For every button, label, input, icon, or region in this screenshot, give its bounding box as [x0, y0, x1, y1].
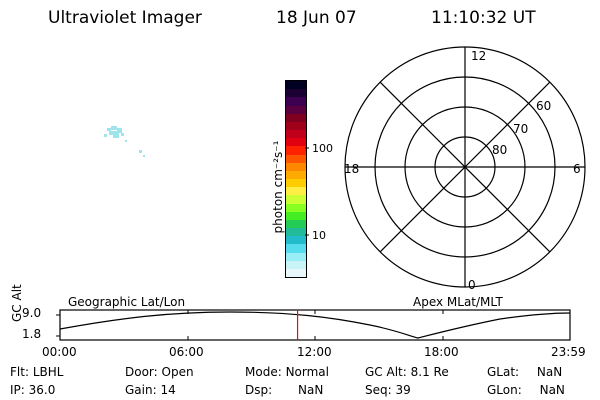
- polar-diagonal-2: [379, 81, 551, 253]
- colorbar-segment: [286, 154, 306, 163]
- colorbar-unit-label: photon cm⁻²s⁻¹: [271, 140, 285, 234]
- ip-label: IP:: [10, 383, 25, 397]
- lat-label-60: 60: [536, 99, 551, 113]
- mode-field: Mode: Normal: [245, 365, 329, 379]
- colorbar-segment: [286, 236, 306, 245]
- gc-alt-label: GC Alt:: [365, 365, 407, 379]
- orbit-timeline: [56, 309, 571, 341]
- colorbar-segment: [286, 81, 306, 90]
- date-label: 18 Jun 07: [276, 8, 357, 28]
- dsp-value: NaN: [297, 383, 324, 397]
- colorbar-segment: [286, 179, 306, 188]
- dsp-label: Dsp:: [245, 383, 273, 397]
- lat-label-80: 80: [492, 143, 507, 157]
- colorbar-segment: [286, 211, 306, 220]
- colorbar-segment: [286, 195, 306, 204]
- x-tick-0600: 06:00: [169, 345, 204, 359]
- uv-image-panel: [104, 126, 145, 157]
- mlt-label-0: 0: [468, 278, 476, 292]
- flt-value: LBHL: [32, 365, 64, 379]
- x-tick-2359: 23:59: [551, 345, 586, 359]
- flt-field: Flt: LBHL: [10, 365, 63, 379]
- time-label: 11:10:32 UT: [431, 8, 536, 28]
- flt-label: Flt:: [10, 365, 29, 379]
- mlt-label-6: 6: [573, 162, 581, 176]
- polar-plot: 12 18 6 0 60 70 80: [344, 46, 586, 292]
- dsp-field: Dsp: NaN: [245, 383, 323, 397]
- x-tick-1200: 12:00: [297, 345, 332, 359]
- seq-label: Seq:: [365, 383, 392, 397]
- colorbar-segment: [286, 244, 306, 253]
- colorbar-segment: [286, 219, 306, 229]
- timeline-left-title: Geographic Lat/Lon: [68, 295, 186, 309]
- emission-patch: [104, 126, 145, 157]
- colorbar-segment: [286, 89, 306, 98]
- colorbar-tick-100: 100: [312, 142, 333, 155]
- ip-value: 36.0: [28, 383, 56, 397]
- colorbar-segment: [286, 260, 306, 269]
- gc-alt-value: 8.1 Re: [410, 365, 449, 379]
- mode-label: Mode:: [245, 365, 282, 379]
- colorbar-segment: [286, 105, 306, 114]
- mlt-label-18: 18: [344, 162, 359, 176]
- colorbar-segment: [286, 203, 306, 212]
- lat-label-70: 70: [513, 122, 528, 136]
- x-tick-0000: 00:00: [42, 345, 77, 359]
- gain-value: 14: [160, 383, 176, 397]
- glat-value: NaN: [536, 365, 563, 379]
- gain-label: Gain:: [125, 383, 157, 397]
- instrument-title: Ultraviolet Imager: [48, 8, 202, 28]
- mlt-label-12: 12: [471, 49, 486, 63]
- glon-label: GLon:: [487, 383, 522, 397]
- altitude-curve: [59, 311, 571, 339]
- colorbar-segment: [286, 121, 306, 131]
- seq-field: Seq: 39: [365, 383, 411, 397]
- colorbar-segment: [286, 268, 306, 278]
- ip-field: IP: 36.0: [10, 383, 55, 397]
- color-scale-bar: [285, 80, 307, 278]
- y-tick-9: 9.0: [22, 306, 42, 320]
- colorbar-segment: [286, 97, 306, 106]
- colorbar-segment: [286, 138, 306, 147]
- x-tick-1800: 18:00: [424, 345, 459, 359]
- timeline-frame: [59, 309, 571, 341]
- colorbar-segment: [286, 113, 306, 122]
- glat-field: GLat: NaN: [487, 365, 562, 379]
- door-value: Open: [161, 365, 194, 379]
- colorbar-segment: [286, 162, 306, 171]
- gc-alt-field: GC Alt: 8.1 Re: [365, 365, 449, 379]
- colorbar-segment: [286, 228, 306, 237]
- colorbar-segment: [286, 130, 306, 139]
- seq-value: 39: [395, 383, 411, 397]
- colorbar-segment: [286, 252, 306, 261]
- timeline-right-title: Apex MLat/MLT: [413, 295, 503, 309]
- mode-value: Normal: [285, 365, 329, 379]
- door-label: Door:: [125, 365, 158, 379]
- y-tick-1-8: 1.8: [22, 327, 42, 341]
- gain-field: Gain: 14: [125, 383, 176, 397]
- glon-value: NaN: [539, 383, 565, 397]
- colorbar-segment: [286, 187, 306, 196]
- colorbar-segment: [286, 170, 306, 180]
- colorbar-tick-labels: 100 10: [305, 142, 333, 242]
- colorbar-tick-10: 10: [312, 229, 326, 242]
- glat-label: GLat:: [487, 365, 520, 379]
- glon-field: GLon: NaN: [487, 383, 565, 397]
- colorbar-segment: [286, 146, 306, 155]
- door-field: Door: Open: [125, 365, 194, 379]
